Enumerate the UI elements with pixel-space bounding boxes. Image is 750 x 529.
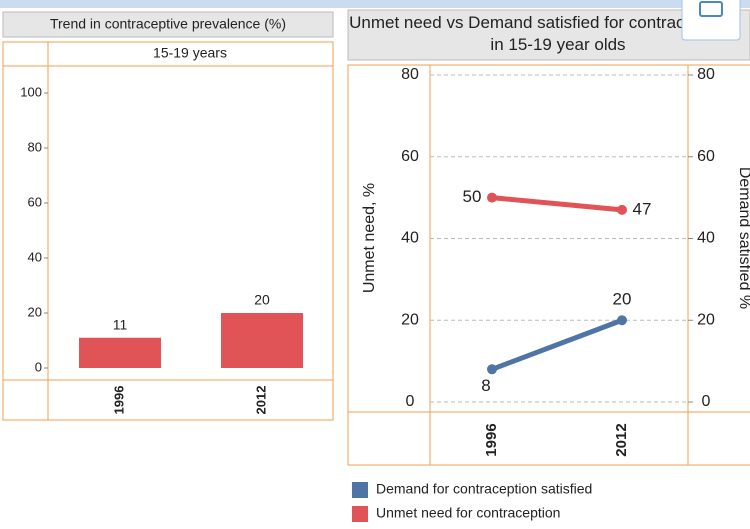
y2-tick-label: 20 xyxy=(697,311,715,328)
y2-tick-label: 0 xyxy=(702,393,711,410)
y-tick-label: 80 xyxy=(28,139,42,154)
data-label: 47 xyxy=(633,199,652,218)
y-tick-label: 20 xyxy=(401,311,419,328)
x-tick-label: 2012 xyxy=(253,386,268,415)
chart-title: Unmet need vs Demand satisfied for contr… xyxy=(349,13,731,54)
icon-box[interactable] xyxy=(681,0,741,41)
data-label: 11 xyxy=(113,316,128,332)
data-label: 20 xyxy=(613,290,632,309)
bar xyxy=(79,337,161,368)
panel-header xyxy=(2,11,334,38)
y2-tick-label: 80 xyxy=(697,66,715,83)
panel-frame xyxy=(347,64,750,466)
icon[interactable] xyxy=(699,1,723,17)
legend-swatch xyxy=(352,506,368,522)
y2-tick-label: 40 xyxy=(697,230,715,247)
y-tick-label: 0 xyxy=(406,393,415,410)
point xyxy=(617,204,627,215)
x-tick-label: 2012 xyxy=(613,423,630,456)
y-tick-label: 40 xyxy=(401,230,419,247)
bar xyxy=(221,313,303,368)
y-axis-label: Unmet need, % xyxy=(361,183,378,293)
legend-swatch xyxy=(352,482,368,498)
y-tick-label: 60 xyxy=(28,194,42,209)
x-tick-label: 1996 xyxy=(111,386,126,415)
y-tick-label: 100 xyxy=(20,84,42,99)
top-strip xyxy=(0,0,750,8)
line xyxy=(489,195,625,213)
y-tick-label: 60 xyxy=(401,148,419,165)
chart-title: Trend in contraceptive prevalence (%) xyxy=(50,16,286,32)
line xyxy=(489,317,625,372)
panel-frame xyxy=(2,41,334,421)
data-label: 50 xyxy=(463,187,482,206)
data-label: 8 xyxy=(481,376,490,395)
y-tick-label: 80 xyxy=(401,66,419,83)
y-tick-label: 0 xyxy=(35,359,42,374)
legend-label: Demand for contraception satisfied xyxy=(376,481,592,497)
point xyxy=(487,364,497,375)
x-tick-label: 1996 xyxy=(483,423,500,456)
point xyxy=(617,315,627,326)
point xyxy=(487,192,497,203)
y2-tick-label: 60 xyxy=(697,148,715,165)
chart-subtitle: 15-19 years xyxy=(153,45,227,61)
y-tick-label: 20 xyxy=(28,304,42,319)
legend-label: Unmet need for contraception xyxy=(376,505,560,521)
y2-axis-label: Demand satisfied % xyxy=(736,167,750,309)
y-tick-label: 40 xyxy=(28,249,42,264)
data-label: 20 xyxy=(254,292,270,308)
